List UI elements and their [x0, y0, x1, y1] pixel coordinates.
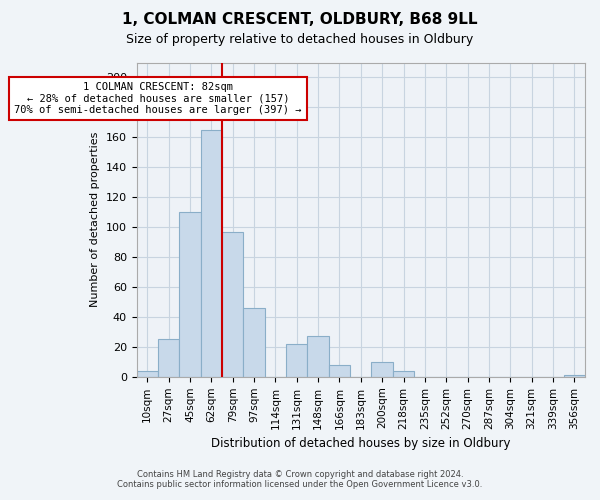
- Bar: [200, 130, 222, 377]
- Bar: [244, 308, 265, 377]
- Bar: [179, 212, 200, 377]
- Bar: [307, 336, 329, 377]
- Bar: [393, 371, 414, 377]
- Bar: [371, 362, 393, 377]
- Bar: [222, 232, 244, 377]
- Bar: [137, 371, 158, 377]
- Text: Contains HM Land Registry data © Crown copyright and database right 2024.
Contai: Contains HM Land Registry data © Crown c…: [118, 470, 482, 489]
- Bar: [563, 376, 585, 377]
- Bar: [158, 340, 179, 377]
- Bar: [286, 344, 307, 377]
- Y-axis label: Number of detached properties: Number of detached properties: [90, 132, 100, 308]
- X-axis label: Distribution of detached houses by size in Oldbury: Distribution of detached houses by size …: [211, 437, 511, 450]
- Text: Size of property relative to detached houses in Oldbury: Size of property relative to detached ho…: [127, 32, 473, 46]
- Bar: [329, 365, 350, 377]
- Text: 1 COLMAN CRESCENT: 82sqm
← 28% of detached houses are smaller (157)
70% of semi-: 1 COLMAN CRESCENT: 82sqm ← 28% of detach…: [14, 82, 302, 115]
- Text: 1, COLMAN CRESCENT, OLDBURY, B68 9LL: 1, COLMAN CRESCENT, OLDBURY, B68 9LL: [122, 12, 478, 28]
